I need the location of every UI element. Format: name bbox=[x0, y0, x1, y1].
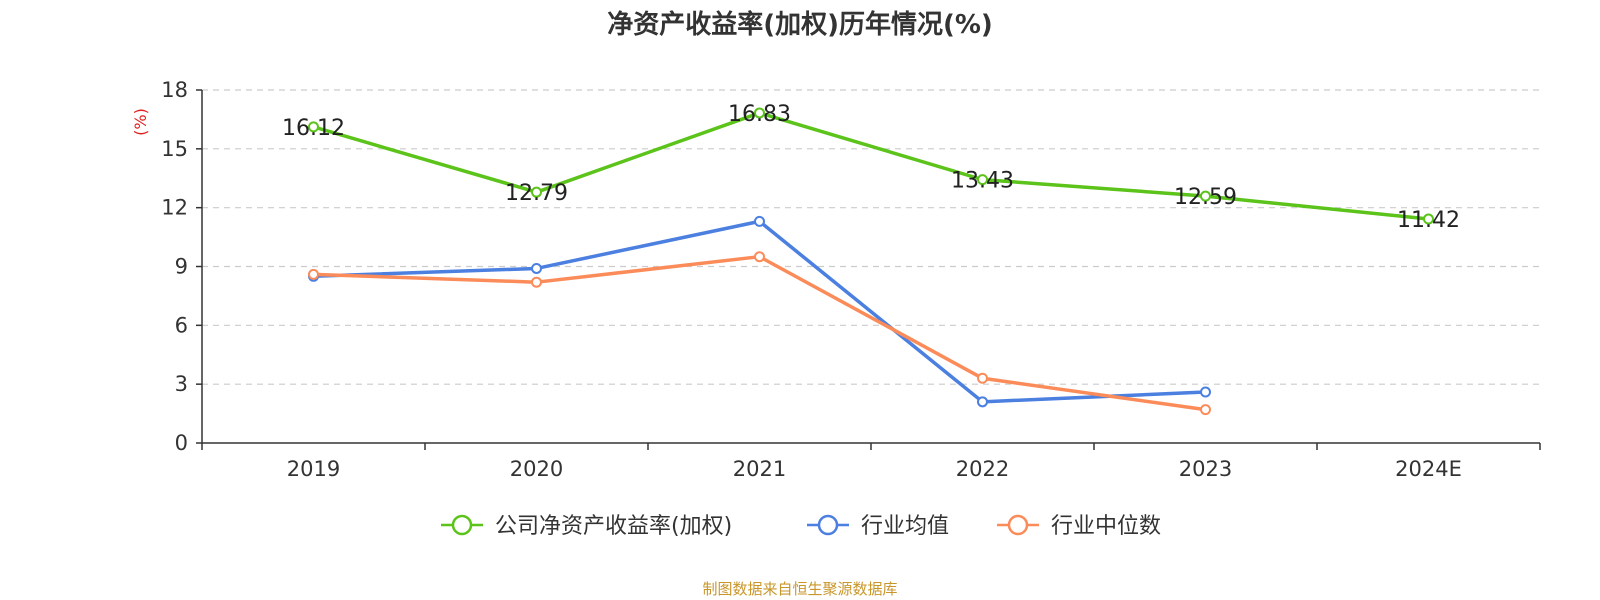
data-point-0 bbox=[1200, 190, 1211, 202]
data-point-2 bbox=[754, 251, 765, 263]
legend-label: 行业均值 bbox=[861, 514, 949, 539]
data-label: 16.83 bbox=[728, 102, 791, 127]
y-tick-label: 9 bbox=[175, 255, 188, 279]
data-point-1 bbox=[977, 396, 988, 408]
x-tick-label: 2023 bbox=[1179, 457, 1232, 481]
y-tick-label: 6 bbox=[175, 313, 188, 337]
data-point-2 bbox=[1200, 404, 1211, 416]
y-tick-label: 12 bbox=[161, 196, 188, 220]
data-point-0 bbox=[1423, 213, 1434, 225]
x-tick-label: 2024E bbox=[1395, 457, 1462, 481]
y-tick-label: 15 bbox=[161, 137, 188, 161]
y-tick-label: 3 bbox=[175, 372, 188, 396]
data-point-0 bbox=[754, 107, 765, 119]
chart-title: 净资产收益率(加权)历年情况(%) bbox=[607, 10, 993, 40]
data-label: 16.12 bbox=[282, 116, 345, 141]
y-tick-label: 18 bbox=[161, 78, 188, 102]
x-tick-label: 2022 bbox=[956, 457, 1009, 481]
data-point-2 bbox=[308, 268, 319, 280]
series-line-1 bbox=[313, 219, 1206, 404]
y-axis-unit-label: (%) bbox=[131, 108, 150, 136]
x-tick-label: 2020 bbox=[510, 457, 563, 481]
data-point-0 bbox=[977, 174, 988, 186]
y-tick-label: 0 bbox=[175, 431, 188, 455]
legend-label: 公司净资产收益率(加权) bbox=[495, 514, 732, 539]
data-label: 11.42 bbox=[1397, 208, 1460, 233]
series-line-0 bbox=[313, 111, 1429, 221]
data-point-2 bbox=[531, 276, 542, 288]
x-tick-label: 2019 bbox=[287, 457, 340, 481]
series-line-2 bbox=[313, 254, 1206, 412]
legend-label: 行业中位数 bbox=[1051, 514, 1161, 539]
data-point-1 bbox=[1200, 386, 1211, 398]
data-label: 13.43 bbox=[951, 169, 1014, 194]
legend-marker bbox=[451, 514, 473, 536]
data-point-1 bbox=[531, 262, 542, 274]
data-point-1 bbox=[754, 215, 765, 227]
data-source-note: 制图数据来自恒生聚源数据库 bbox=[702, 580, 898, 598]
data-point-0 bbox=[531, 186, 542, 198]
data-point-0 bbox=[308, 121, 319, 133]
x-tick-label: 2021 bbox=[733, 457, 786, 481]
data-label: 12.79 bbox=[505, 181, 568, 206]
data-label: 12.59 bbox=[1174, 185, 1237, 210]
data-point-2 bbox=[977, 372, 988, 384]
legend-marker bbox=[1007, 514, 1029, 536]
legend-marker bbox=[817, 514, 839, 536]
